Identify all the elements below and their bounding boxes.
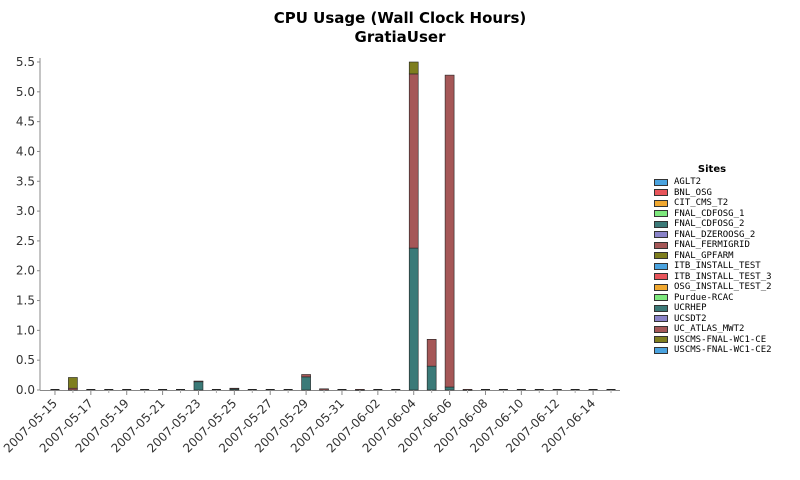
- y-tick-label: 4.5: [16, 115, 35, 129]
- y-tick-label: 2.0: [16, 264, 35, 278]
- legend-label: UCSDT2: [674, 313, 707, 324]
- legend-entry: AGLT2: [654, 177, 794, 188]
- legend-entry: FNAL_CDFOSG_1: [654, 209, 794, 220]
- bar-segment: [408, 61, 419, 75]
- legend-swatch: [654, 178, 668, 186]
- bar-segment: [68, 377, 78, 389]
- chart-subtitle: GratiaUser: [354, 28, 446, 46]
- legend-swatch: [654, 241, 668, 249]
- legend-entry: CIT_CMS_T2: [654, 198, 794, 209]
- legend-entry: UCRHEP: [654, 303, 794, 314]
- y-tick-label: 0.5: [16, 353, 35, 367]
- legend-entry: USCMS-FNAL-WC1-CE2: [654, 345, 794, 356]
- legend-label: FNAL_FERMIGRID: [674, 240, 750, 251]
- legend-swatch: [654, 294, 668, 302]
- y-tick-label: 1.0: [16, 323, 35, 337]
- bar-segment: [301, 376, 311, 391]
- legend-label: USCMS-FNAL-WC1-CE: [674, 334, 767, 345]
- legend-label: ITB_INSTALL_TEST: [674, 261, 761, 272]
- legend-label: OSG_INSTALL_TEST_2: [674, 282, 772, 293]
- legend-swatch: [654, 336, 668, 344]
- legend-swatch: [654, 273, 668, 281]
- legend-swatch: [654, 304, 668, 312]
- y-tick-label: 0.0: [16, 383, 35, 397]
- legend-swatch: [654, 315, 668, 323]
- legend-swatch: [654, 283, 668, 291]
- legend-swatch: [654, 346, 668, 354]
- legend: Sites AGLT2 BNL_OSG CIT_CMS_T2 FNAL_CDFOSG_…: [654, 164, 794, 356]
- bar-segment: [319, 388, 329, 391]
- y-tick-label: 1.5: [16, 294, 35, 308]
- y-tick-label: 5.5: [16, 55, 35, 69]
- legend-swatch: [654, 220, 668, 228]
- legend-label: FNAL_GPFARM: [674, 250, 734, 261]
- bar-segment: [426, 339, 437, 367]
- y-tick-label: 5.0: [16, 85, 35, 99]
- legend-items: AGLT2 BNL_OSG CIT_CMS_T2 FNAL_CDFOSG_1 FNAL_…: [654, 177, 794, 356]
- legend-label: UCRHEP: [674, 303, 707, 314]
- legend-label: FNAL_DZEROOSG_2: [674, 229, 756, 240]
- legend-entry: FNAL_DZEROOSG_2: [654, 230, 794, 241]
- legend-entry: UC_ATLAS_MWT2: [654, 324, 794, 335]
- legend-swatch: [654, 262, 668, 270]
- chart-title: CPU Usage (Wall Clock Hours): [273, 9, 527, 27]
- legend-entry: FNAL_CDFOSG_2: [654, 219, 794, 230]
- legend-entry: FNAL_FERMIGRID: [654, 240, 794, 251]
- bar-segment: [408, 247, 419, 391]
- bar-segment: [444, 386, 455, 391]
- y-tick-label: 3.0: [16, 204, 35, 218]
- legend-title: Sites: [697, 164, 727, 175]
- bar-segment: [193, 381, 204, 391]
- legend-label: FNAL_CDFOSG_2: [674, 219, 745, 230]
- bar-segment: [426, 365, 437, 391]
- bar-segment: [444, 74, 455, 388]
- bar-segment: [301, 374, 311, 378]
- legend-label: FNAL_CDFOSG_1: [674, 208, 745, 219]
- y-tick-label: 3.5: [16, 174, 35, 188]
- legend-swatch: [654, 252, 668, 260]
- legend-swatch: [654, 325, 668, 333]
- legend-entry: BNL_OSG: [654, 188, 794, 199]
- legend-entry: OSG_INSTALL_TEST_2: [654, 282, 794, 293]
- legend-entry: ITB_INSTALL_TEST_3: [654, 272, 794, 283]
- bar-segment: [193, 380, 204, 383]
- legend-swatch: [654, 189, 668, 197]
- legend-entry: FNAL_GPFARM: [654, 251, 794, 262]
- legend-entry: Purdue-RCAC: [654, 293, 794, 304]
- legend-swatch: [654, 231, 668, 239]
- legend-label: UC_ATLAS_MWT2: [674, 324, 745, 335]
- legend-label: BNL_OSG: [674, 187, 712, 198]
- bar-segment: [408, 73, 419, 249]
- y-tick-label: 4.0: [16, 144, 35, 158]
- legend-label: ITB_INSTALL_TEST_3: [674, 271, 772, 282]
- legend-label: CIT_CMS_T2: [674, 198, 729, 209]
- legend-label: AGLT2: [674, 177, 702, 188]
- legend-entry: USCMS-FNAL-WC1-CE: [654, 335, 794, 346]
- legend-swatch: [654, 210, 668, 218]
- legend-swatch: [654, 199, 668, 207]
- y-tick-label: 2.5: [16, 234, 35, 248]
- legend-label: Purdue-RCAC: [674, 292, 734, 303]
- bar-segment: [229, 387, 240, 390]
- legend-entry: UCSDT2: [654, 314, 794, 325]
- legend-label: USCMS-FNAL-WC1-CE2: [674, 345, 772, 356]
- legend-entry: ITB_INSTALL_TEST: [654, 261, 794, 272]
